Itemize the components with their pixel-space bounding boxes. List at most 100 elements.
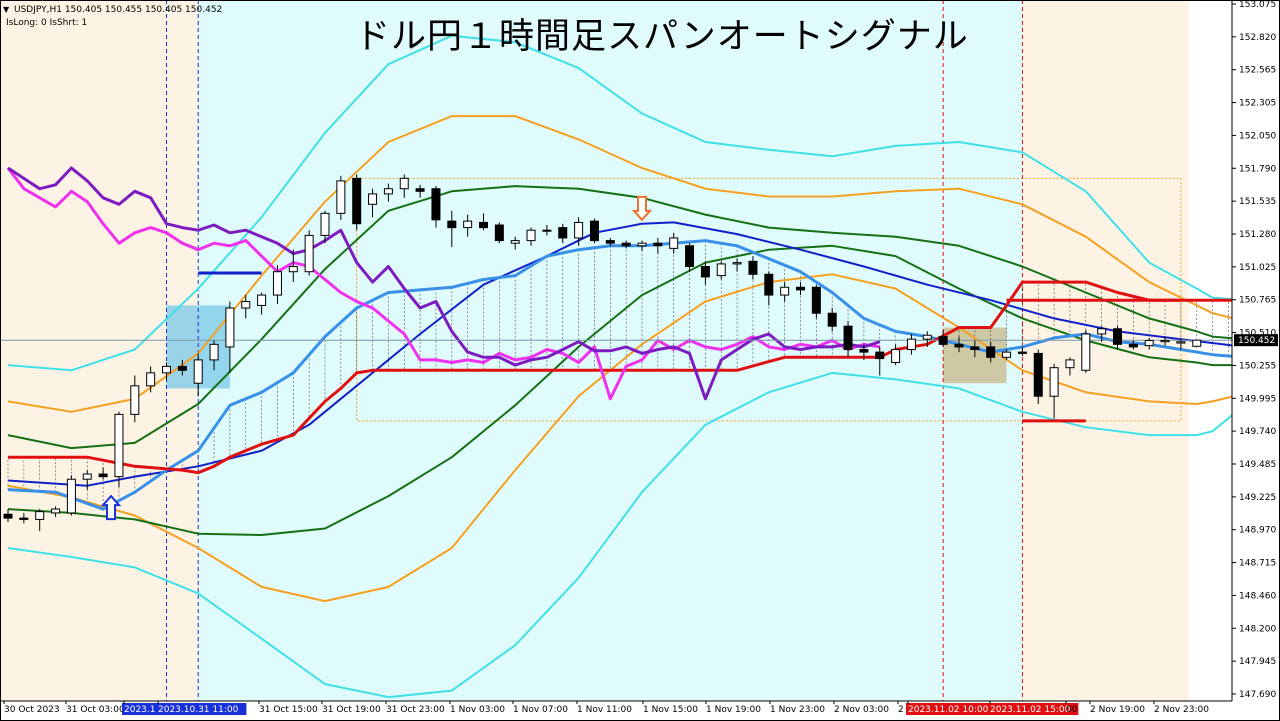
candle-body	[383, 188, 393, 195]
candle-body	[368, 193, 378, 205]
candle-body	[447, 220, 457, 229]
candle-body	[272, 271, 282, 296]
candle-body	[1081, 333, 1091, 371]
x-tick-label: 1 Nov 15:00	[643, 705, 698, 715]
candle-body	[114, 413, 124, 478]
x-tick-label: 1 Nov 07:00	[513, 705, 568, 715]
candle-body	[605, 240, 615, 244]
signal-status: IsLong: 0 IsShrt: 1	[6, 18, 88, 28]
candle-body	[653, 242, 663, 247]
candle-body	[589, 220, 599, 242]
y-tick-label: 149.485	[1239, 460, 1276, 470]
y-tick-label: 148.200	[1239, 624, 1276, 634]
candle-body	[1017, 351, 1027, 354]
y-tick-label: 151.535	[1239, 197, 1276, 207]
candle-body	[827, 312, 837, 327]
series-chikou-purple	[7, 166, 881, 401]
x-tick-label: 00	[1066, 705, 1078, 715]
candle-body	[304, 234, 314, 273]
x-tick-label: 2 Nov 23:00	[1154, 705, 1209, 715]
candle-body	[542, 229, 552, 232]
x-tick-label: 30 Oct 2023	[4, 705, 60, 715]
candle-body	[82, 473, 92, 480]
candle-body	[574, 221, 584, 239]
candle-body	[19, 517, 29, 520]
x-label-highlight	[906, 703, 997, 715]
candle-body	[1002, 351, 1012, 358]
candle-body	[1033, 352, 1043, 397]
candle-body	[35, 511, 45, 520]
candle-body	[415, 188, 425, 192]
x-tick-label: 2023.11.02 10:00	[908, 705, 989, 715]
y-axis-panel	[1232, 0, 1280, 721]
candle-body	[986, 346, 996, 358]
candle-body	[1128, 343, 1138, 348]
y-tick-label: 152.050	[1239, 131, 1276, 141]
y-tick-label: 151.280	[1239, 230, 1276, 240]
candle-body	[257, 294, 267, 306]
candle-body	[1144, 339, 1154, 347]
candle-body	[510, 240, 520, 244]
candle-body	[621, 242, 631, 247]
candle-body	[494, 224, 504, 242]
candle-body	[146, 372, 156, 387]
current-price-badge	[1234, 334, 1278, 347]
candle-body	[463, 220, 473, 229]
candle-body	[748, 260, 758, 275]
candle-body	[1065, 359, 1075, 369]
y-tick-label: 149.225	[1239, 493, 1276, 503]
y-tick-label: 152.565	[1239, 66, 1276, 76]
candle-body	[859, 349, 869, 353]
x-tick-label: 31 Oct 23:00	[386, 705, 445, 715]
candle-body	[637, 242, 647, 247]
arrow-down-icon	[631, 195, 653, 222]
x-tick-label: 31 Oct 15:00	[259, 705, 318, 715]
candle-body	[526, 229, 536, 242]
candle-body	[1113, 328, 1122, 345]
x-tick-label: 2023.11.02 15:00	[990, 705, 1071, 715]
candle-body	[479, 221, 488, 229]
x-tick-label: 2023.10.31 11:00	[158, 705, 239, 715]
candle-body	[811, 286, 821, 314]
triangle-down-icon[interactable]: ▼	[3, 5, 10, 14]
candle-body	[336, 180, 346, 214]
candle-body	[954, 343, 964, 348]
y-tick-label: 148.970	[1239, 526, 1276, 536]
y-tick-label: 152.820	[1239, 33, 1276, 43]
y-tick-label: 149.740	[1239, 427, 1276, 437]
candle-body	[209, 343, 219, 361]
current-price-label: 150.452	[1238, 336, 1275, 346]
candle-body	[1160, 339, 1170, 343]
x-tick-label: 1 Nov 23:00	[770, 705, 825, 715]
candle-body	[700, 266, 710, 278]
candle-body	[193, 359, 203, 384]
candle-body	[891, 349, 901, 363]
x-label-highlight	[122, 703, 159, 715]
candle-body	[669, 237, 679, 249]
x-tick-label: 1 Nov 11:00	[577, 705, 632, 715]
candle-body	[225, 307, 235, 348]
y-tick-label: 148.460	[1239, 591, 1276, 601]
y-tick-label: 150.255	[1239, 361, 1276, 371]
series-ma-blue	[7, 221, 1277, 487]
candle-body	[130, 385, 140, 415]
y-tick-label: 147.945	[1239, 657, 1276, 667]
y-tick-label: 147.690	[1239, 690, 1276, 700]
candle-body	[558, 227, 568, 239]
candle-body	[162, 365, 171, 374]
candle-body	[1176, 341, 1186, 344]
x-tick-label: 2	[898, 705, 904, 715]
candle-body	[922, 334, 932, 340]
x-tick-label: 31 Oct 19:00	[322, 705, 381, 715]
candle-body	[177, 365, 187, 371]
y-tick-label: 152.305	[1239, 99, 1276, 109]
series-span-red	[8, 280, 1280, 475]
candle-body	[780, 286, 790, 296]
y-tick-label: 150.510	[1239, 329, 1276, 339]
x-tick-label: 1 Nov 19:00	[706, 705, 761, 715]
candle-body	[1049, 367, 1059, 397]
candle-body	[320, 212, 330, 236]
candle-body	[288, 266, 298, 273]
